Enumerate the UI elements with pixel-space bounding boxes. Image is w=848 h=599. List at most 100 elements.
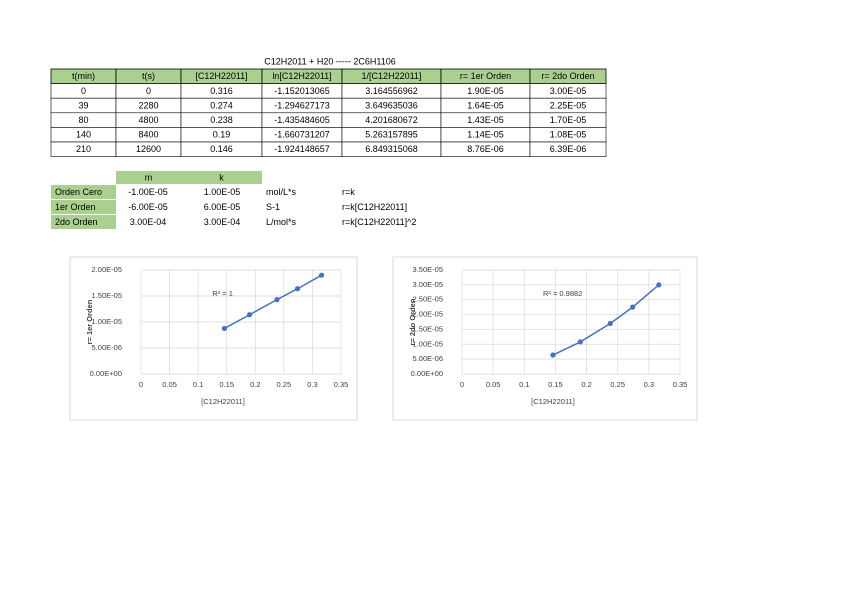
data-point: [246, 312, 253, 318]
y-tick-label: 1.50E-05: [413, 324, 443, 333]
x-tick-label: 0.35: [334, 380, 349, 389]
cell-text: 4800: [138, 115, 158, 125]
data-point: [656, 282, 662, 288]
x-tick-label: 0.05: [486, 380, 501, 389]
cell-text: 0: [146, 86, 151, 96]
param-header-text: m: [145, 172, 153, 182]
cell-text: 0.19: [213, 130, 231, 140]
param-label-cell: [51, 200, 116, 214]
data-point: [577, 339, 583, 345]
x-tick-label: 0.25: [610, 380, 625, 389]
param-label: 1er Orden: [55, 202, 96, 212]
data-point: [630, 304, 636, 310]
x-tick-label: 0.2: [581, 380, 591, 389]
y-tick-label: 0.00E+00: [411, 369, 443, 378]
r-squared: R² = 1: [212, 289, 233, 298]
data-point: [318, 272, 325, 278]
y-tick-label: 5.00E-06: [92, 343, 122, 352]
x-tick-label: 0.1: [519, 380, 529, 389]
param-text: 3.00E-04: [204, 217, 241, 227]
x-tick-label: 0.3: [644, 380, 654, 389]
y-axis-label: r= 2do Orden: [408, 298, 417, 345]
r-squared: R² = 0.9882: [543, 289, 582, 298]
param-text: 3.00E-04: [130, 217, 167, 227]
x-axis-label: [C12H22011]: [531, 397, 575, 406]
cell-text: 6.849315068: [365, 144, 418, 154]
cell-text: 2.25E-05: [550, 100, 587, 110]
cell-text: 3.649635036: [365, 100, 418, 110]
y-tick-label: 3.50E-05: [413, 265, 443, 274]
y-tick-label: 0.00E+00: [90, 369, 122, 378]
cell-text: 1.90E-05: [467, 86, 504, 96]
cell-text: 0.274: [210, 100, 233, 110]
header-text: ln[C12H22011]: [272, 71, 331, 81]
cell-text: -1.660731207: [274, 130, 330, 140]
header-text: r= 2do Orden: [541, 71, 594, 81]
header-text: [C12H22011]: [195, 71, 247, 81]
cell-text: 12600: [136, 144, 161, 154]
x-tick-label: 0.05: [162, 380, 177, 389]
param-text: 1.00E-05: [204, 187, 241, 197]
cell-text: 80: [78, 115, 88, 125]
header-text: r= 1er Orden: [460, 71, 511, 81]
cell-text: 1.08E-05: [550, 130, 587, 140]
x-tick-label: 0: [460, 380, 464, 389]
param-text: r=k[C12H22011]^2: [342, 217, 416, 227]
cell-text: 39: [78, 100, 88, 110]
data-point: [607, 320, 613, 327]
param-text: r=k: [342, 187, 355, 197]
x-tick-label: 0.3: [307, 380, 317, 389]
param-label-cell: [51, 215, 116, 229]
param-label: Orden Cero: [55, 187, 102, 197]
param-text: S-1: [266, 202, 280, 212]
cell-text: 1.14E-05: [467, 130, 504, 140]
param-text: L/mol*s: [266, 217, 297, 227]
data-point: [294, 286, 301, 292]
cell-text: 0.238: [210, 115, 233, 125]
cell-text: 6.39E-06: [550, 144, 587, 154]
cell-text: 140: [76, 130, 91, 140]
chart-frame: [69, 256, 358, 421]
cell-text: 8.76E-06: [467, 144, 504, 154]
param-text: -1.00E-05: [128, 187, 168, 197]
cell-text: 0.146: [210, 144, 233, 154]
param-text: mol/L*s: [266, 187, 297, 197]
cell-text: 0: [81, 86, 86, 96]
x-tick-label: 0: [139, 380, 143, 389]
cell-text: 210: [76, 144, 91, 154]
y-tick-label: 2.50E-05: [413, 295, 443, 304]
x-axis-label: [C12H22011]: [201, 397, 245, 406]
param-label-cell: [51, 185, 116, 199]
data-point: [221, 325, 228, 332]
x-tick-label: 0.35: [673, 380, 688, 389]
param-text: r=k[C12H22011]: [342, 202, 407, 212]
header-text: 1/[C12H22011]: [362, 71, 422, 81]
cell-text: 4.201680672: [365, 115, 418, 125]
x-tick-label: 0.2: [250, 380, 260, 389]
param-header-text: k: [219, 172, 224, 182]
data-point: [550, 352, 556, 358]
y-tick-label: 5.00E-06: [413, 354, 443, 363]
y-tick-label: 1.00E-05: [92, 317, 122, 326]
cell-text: -1.294627173: [274, 100, 330, 110]
y-tick-label: 1.50E-05: [92, 291, 122, 300]
cell-text: 0.316: [210, 86, 233, 96]
param-header-cell: [116, 171, 181, 184]
param-text: -6.00E-05: [128, 202, 168, 212]
cell-text: -1.152013065: [274, 86, 330, 96]
cell-text: 2280: [138, 100, 158, 110]
x-tick-label: 0.1: [193, 380, 203, 389]
cell-text: -1.924148657: [274, 144, 330, 154]
data-point: [274, 297, 280, 303]
chart-frame: [392, 256, 698, 421]
header-text: t(s): [142, 71, 155, 81]
param-label: 2do Orden: [55, 217, 98, 227]
header-text: t(min): [72, 71, 95, 81]
param-text: 6.00E-05: [204, 202, 241, 212]
cell-text: 8400: [138, 130, 158, 140]
y-axis-label: r= 1er Orden: [85, 299, 94, 344]
sheet-title: C12H2011 + H20 ----- 2C6H1106: [264, 56, 395, 66]
cell-text: 1.70E-05: [550, 115, 587, 125]
x-tick-label: 0.25: [277, 380, 292, 389]
